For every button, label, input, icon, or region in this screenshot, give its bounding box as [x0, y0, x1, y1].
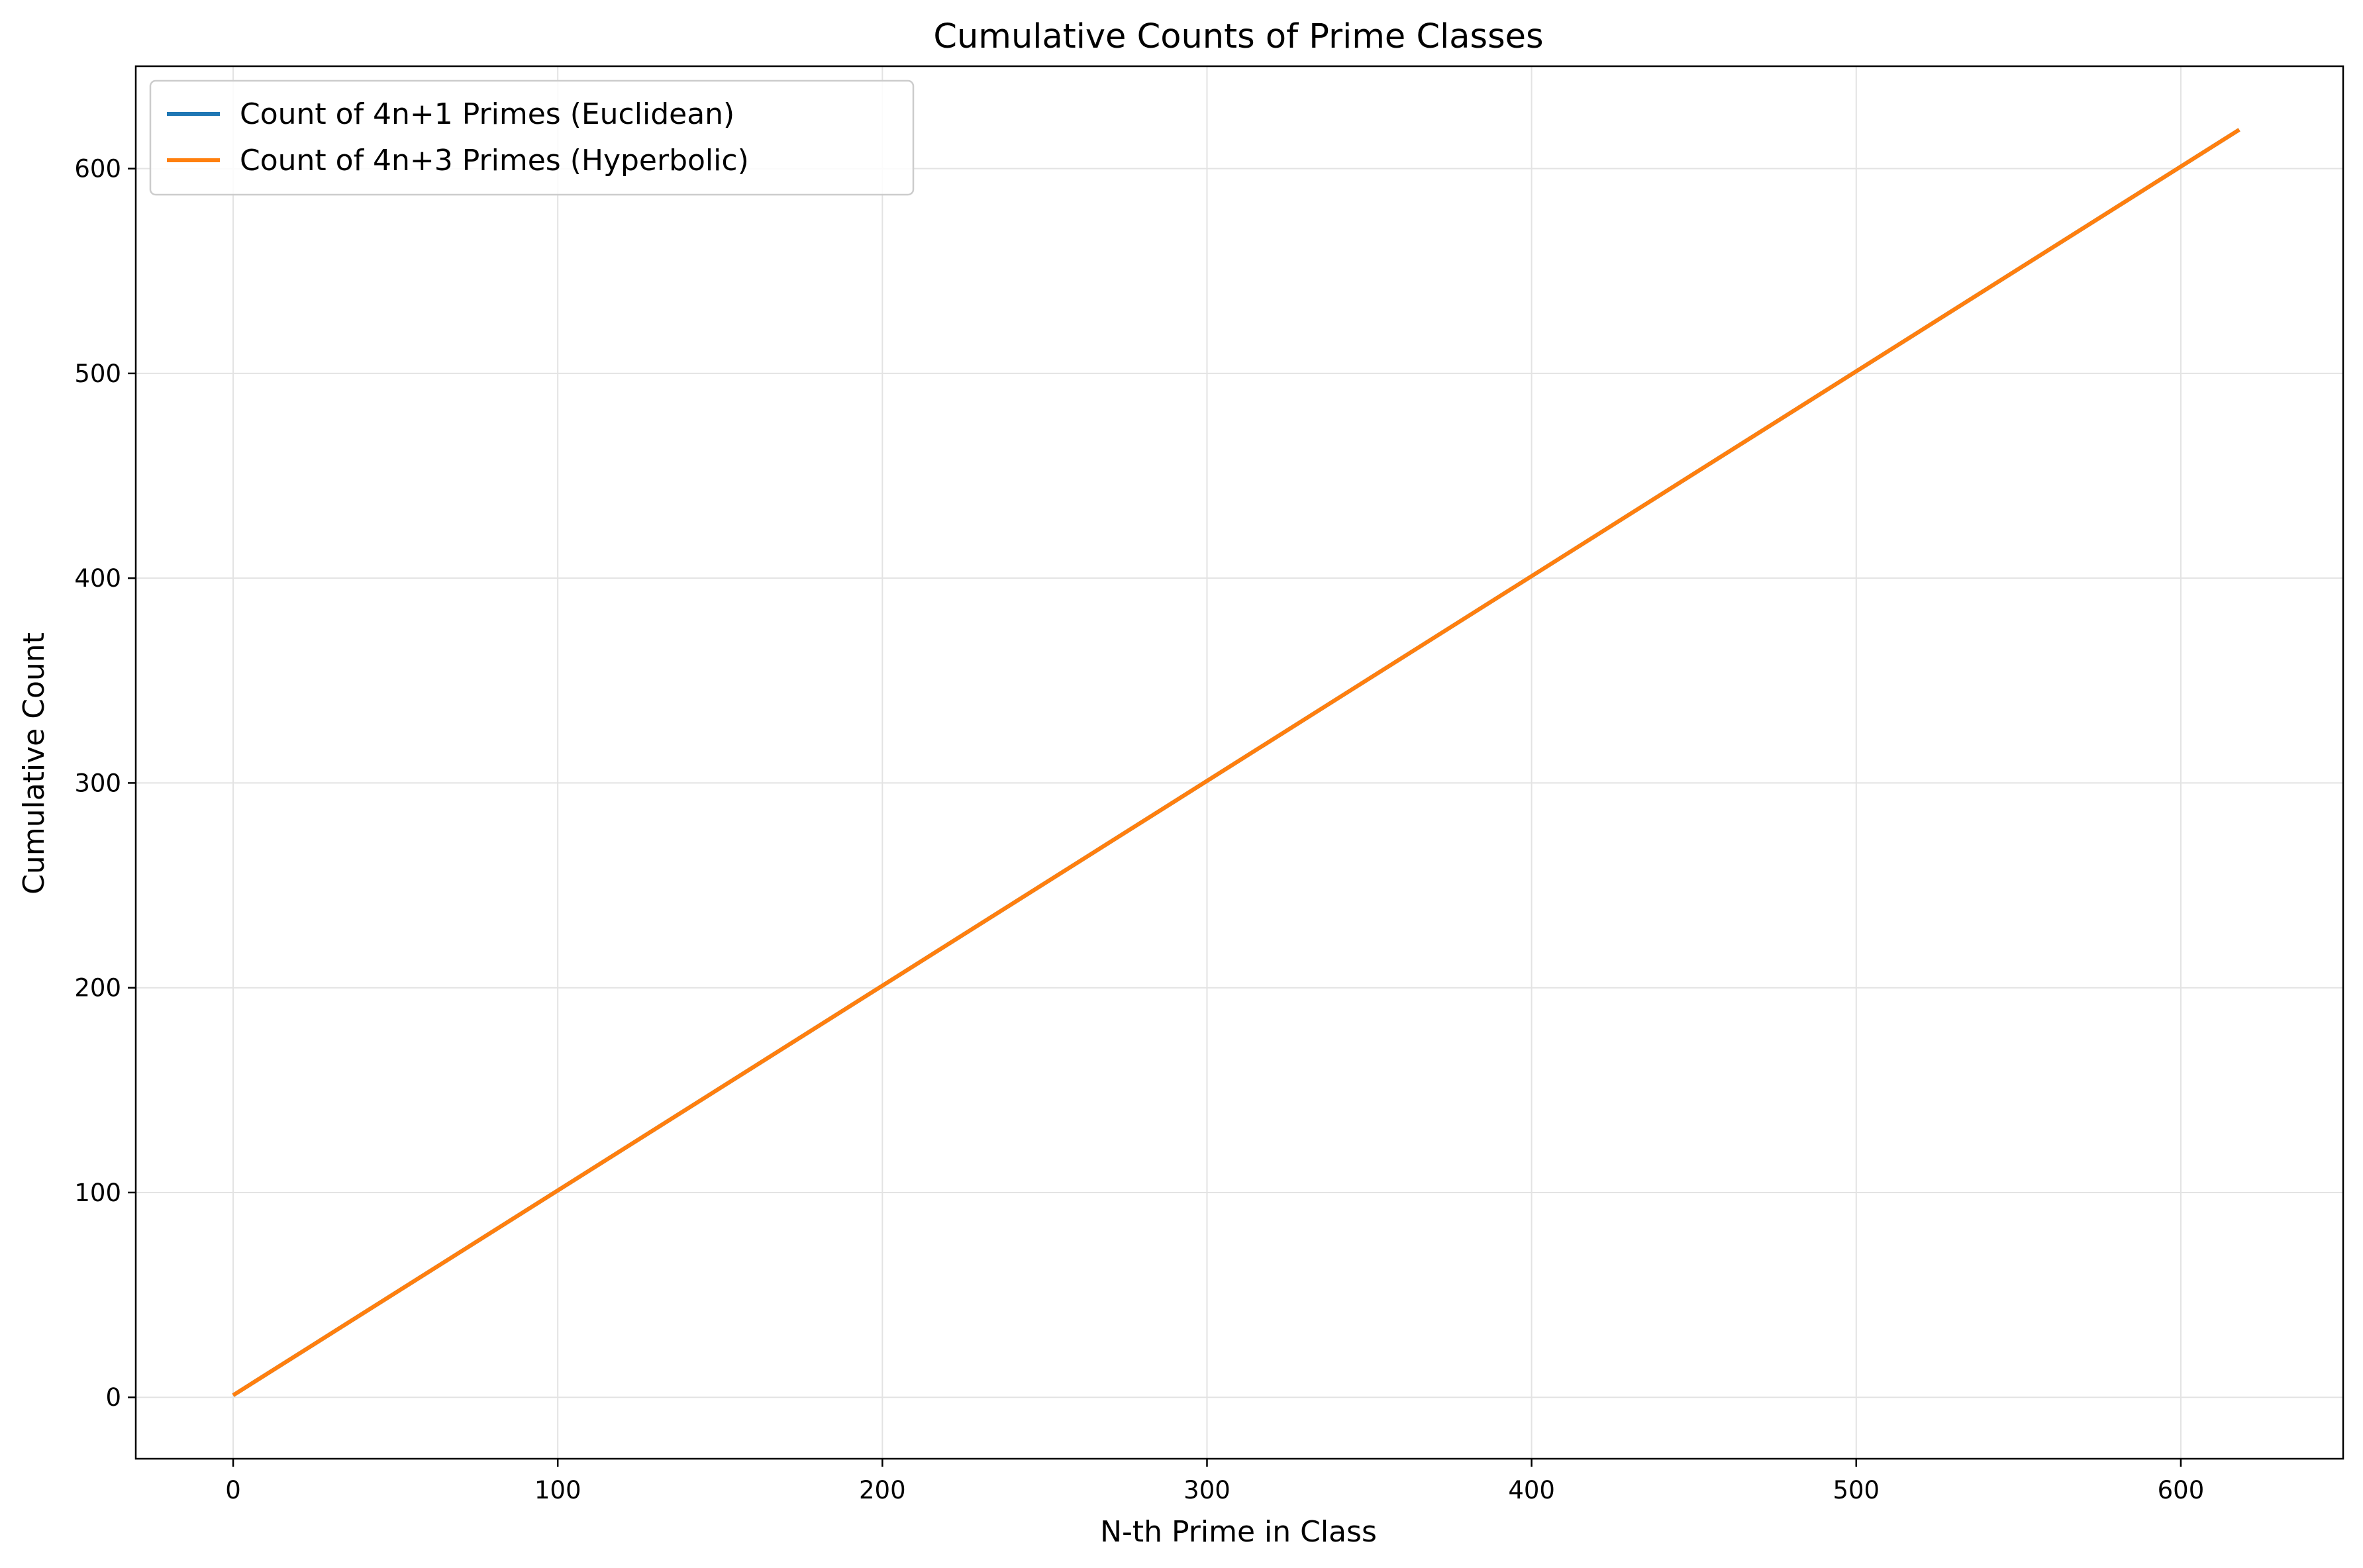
y-axis-ticks: 0 100 200 300 400 500 600 [74, 155, 136, 1412]
x-tick-label: 500 [1833, 1476, 1880, 1504]
series-line-2 [232, 128, 2240, 1397]
y-tick-label: 300 [74, 769, 121, 797]
y-tick-label: 100 [74, 1179, 121, 1207]
y-axis-label: Cumulative Count [17, 632, 51, 895]
legend-box [149, 79, 915, 196]
x-axis-label: N-th Prime in Class [1100, 1515, 1377, 1549]
grid-lines [136, 66, 2343, 1459]
x-tick-label: 200 [859, 1476, 906, 1504]
x-axis-ticks: 0 100 200 300 400 500 600 [225, 1459, 2204, 1504]
plot-frame [134, 65, 2344, 1460]
x-tick-label: 100 [534, 1476, 581, 1504]
series-lines [232, 128, 2240, 1397]
y-tick-label: 0 [105, 1383, 121, 1412]
x-tick-label: 600 [2158, 1476, 2205, 1504]
legend-entry-label: Count of 4n+3 Primes (Hyperbolic) [240, 144, 749, 177]
x-tick-label: 0 [225, 1476, 241, 1504]
x-tick-label: 300 [1183, 1476, 1231, 1504]
y-tick-label: 200 [74, 974, 121, 1003]
legend-entry-label: Count of 4n+1 Primes (Euclidean) [240, 97, 734, 131]
x-tick-label: 400 [1508, 1476, 1555, 1504]
y-tick-label: 500 [74, 360, 121, 388]
y-tick-label: 600 [74, 155, 121, 183]
chart-title: Cumulative Counts of Prime Classes [933, 17, 1543, 56]
y-tick-label: 400 [74, 564, 121, 593]
legend: Count of 4n+1 Primes (Euclidean) Count of… [149, 79, 915, 196]
